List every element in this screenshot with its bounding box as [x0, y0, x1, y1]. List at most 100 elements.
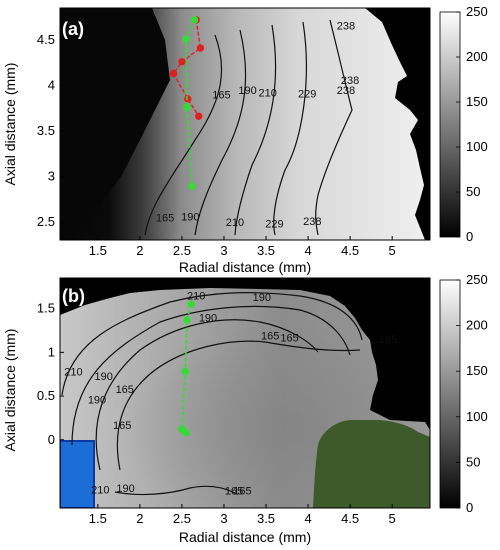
colorbar-tick-label: 200 — [466, 49, 488, 64]
contour-label: 210 — [259, 88, 277, 100]
contour-label: 210 — [187, 290, 205, 302]
contour-a-190 — [194, 29, 247, 236]
y-ticks-a: 2.5 3 3.5 4 4.5 — [37, 32, 64, 229]
green-track-point — [188, 182, 196, 191]
y-tick-label: 0.5 — [37, 388, 55, 403]
contour-label: 165 — [379, 334, 397, 346]
red-track-point — [196, 44, 205, 52]
heatmap-a-mask — [365, 8, 430, 240]
x-tick-label: 1.5 — [89, 243, 107, 258]
colorbar-tick-label: 50 — [466, 454, 480, 469]
green-track-a — [185, 19, 196, 187]
x-tick-label: 4 — [304, 243, 311, 258]
x-tick-label: 3 — [220, 243, 227, 258]
x-tick-label: 5 — [389, 511, 396, 526]
green-track-point — [183, 316, 191, 324]
contour-label: 165 — [156, 212, 174, 224]
contour-label: 190 — [116, 483, 134, 495]
x-tick-label: 1.5 — [89, 511, 107, 526]
contour-label: 210 — [226, 217, 244, 229]
x-ticks-a: 1.5 2 2.5 3 3.5 4 4.5 5 — [89, 236, 396, 258]
x-tick-label: 4 — [304, 511, 311, 526]
y-tick-label: 4 — [48, 77, 55, 92]
plot-frame-a — [59, 7, 431, 241]
contours-b — [61, 292, 363, 496]
x-tick-label: 3.5 — [257, 511, 275, 526]
y-axis-label-a: Axial distance (mm) — [2, 63, 18, 186]
colorbar-a — [439, 11, 461, 238]
contour-label: 229 — [298, 89, 316, 101]
panel-label-a: (a) — [62, 19, 84, 39]
contour-label: 238 — [303, 216, 321, 228]
y-tick-label: 3.5 — [37, 123, 55, 138]
contour-label: 165 — [233, 486, 251, 498]
y-ticks-b: 0 0.5 1 1.5 — [37, 301, 64, 447]
x-tick-label: 4.5 — [341, 243, 359, 258]
heatmap-b-mask — [60, 278, 430, 508]
contour-a-238 — [315, 19, 353, 236]
colorbar-ticks-a: 0 50 100 150 200 250 — [456, 4, 488, 244]
contour-b-190-inner — [95, 319, 319, 471]
x-tick-label: 4.5 — [341, 511, 359, 526]
green-track-point — [187, 300, 195, 308]
contour-label: 165 — [113, 420, 131, 432]
y-tick-label: 2.5 — [37, 214, 55, 229]
y-tick-label: 3 — [48, 168, 55, 183]
heatmap-a-dark-region — [60, 8, 170, 236]
colorbar-tick-label: 100 — [466, 409, 488, 424]
x-axis-label-a: Radial distance (mm) — [179, 259, 311, 275]
contour-label: 190 — [238, 85, 256, 97]
x-tick-label: 2.5 — [173, 243, 191, 258]
green-track-b-points — [178, 300, 195, 437]
colorbar-tick-label: 250 — [466, 4, 488, 19]
y-tick-label: 1 — [48, 344, 55, 359]
colorbar-tick-label: 50 — [466, 184, 480, 199]
x-tick-label: 2 — [136, 243, 143, 258]
contour-label: 190 — [181, 211, 199, 223]
contour-label: 165 — [225, 486, 243, 498]
y-tick-label: 4.5 — [37, 32, 55, 47]
x-tick-label: 2.5 — [173, 511, 191, 526]
contour-a-165 — [144, 34, 223, 236]
contour-label: 190 — [88, 395, 106, 407]
x-axis-label-b: Radial distance (mm) — [179, 529, 311, 545]
colorbar-tick-label: 100 — [466, 139, 488, 154]
contour-label: 229 — [265, 219, 283, 231]
y-axis-label-b: Axial distance (mm) — [2, 329, 18, 452]
x-ticks-b: 1.5 2 2.5 3 3.5 4 4.5 5 — [89, 504, 396, 526]
contour-b-165 — [116, 340, 361, 471]
red-track-point — [178, 57, 186, 66]
contour-label: 190 — [199, 312, 217, 324]
colorbar-tick-label: 150 — [466, 363, 488, 378]
contour-b-165-low — [114, 485, 236, 496]
colorbar-tick-label: 0 — [466, 229, 473, 244]
colorbar-tick-label: 250 — [466, 272, 488, 287]
blue-region — [60, 440, 95, 508]
colorbar-tick-label: 200 — [466, 318, 488, 333]
contour-a-210 — [234, 24, 277, 236]
contour-label: 238 — [337, 85, 355, 97]
contour-label: 165 — [261, 331, 279, 343]
plot-frame-b — [59, 277, 431, 509]
contour-b-210 — [61, 292, 363, 396]
colorbar-tick-label: 150 — [466, 94, 488, 109]
green-region — [313, 420, 430, 508]
red-track-point — [169, 69, 178, 78]
x-tick-label: 5 — [389, 243, 396, 258]
green-track-point — [183, 103, 191, 111]
colorbar-tick-label: 0 — [466, 500, 473, 515]
contour-b-190-outer — [71, 305, 351, 446]
contour-label: 238 — [341, 75, 359, 87]
y-tick-label: 1.5 — [37, 301, 55, 316]
red-track-point — [184, 95, 192, 103]
contour-label: 165 — [280, 332, 298, 344]
x-tick-label: 3.5 — [257, 243, 275, 258]
contour-a-229 — [273, 21, 307, 236]
contour-label: 210 — [91, 485, 109, 497]
